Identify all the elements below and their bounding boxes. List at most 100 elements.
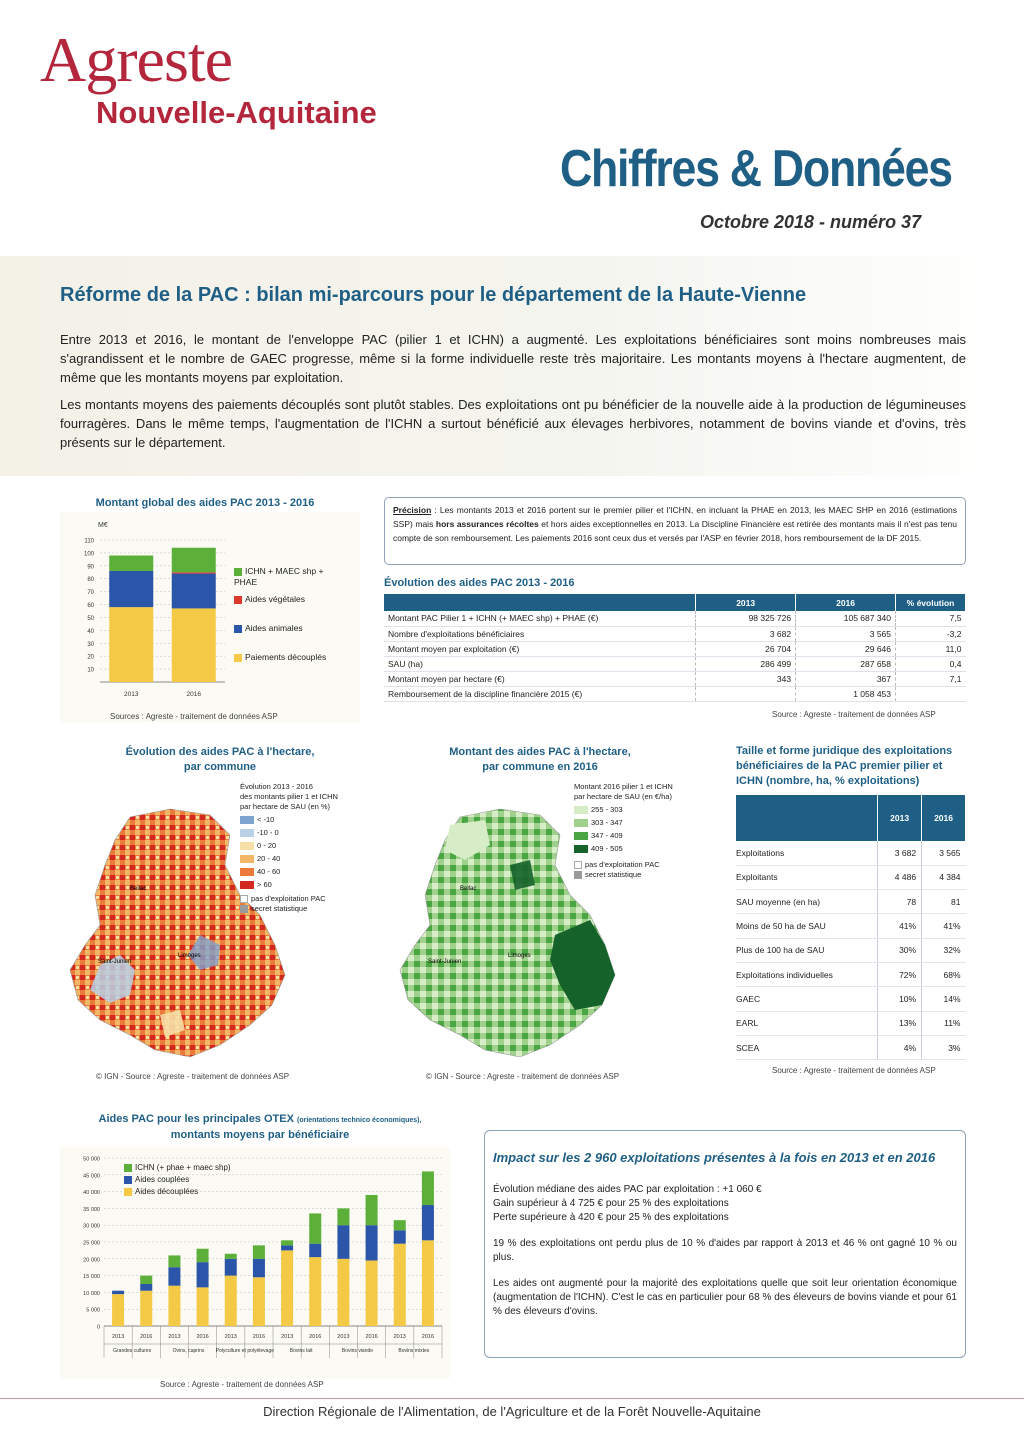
footer-divider [0, 1398, 1024, 1399]
x-tick-label: 2013 [168, 1334, 180, 1340]
bar-segment [196, 1248, 209, 1263]
structure-table: 2013 2016 Exploitations 3 682 3 565 Exploit… [736, 795, 966, 1061]
legend-label: Aides découplées [135, 1187, 199, 1196]
legend-title: par hectare de SAU (en €/ha) [574, 792, 672, 801]
table-cell: 98 325 726 [695, 611, 796, 627]
map1-title: Évolution des aides PAC à l'hectare, par… [80, 745, 360, 775]
legend-label: < -10 [257, 815, 275, 824]
legend-class: 303 - 347 [574, 818, 704, 828]
table-header: 2013 [877, 795, 923, 841]
map2-zone-high [510, 860, 535, 890]
legend-class: < -10 [240, 815, 370, 825]
table-cell: 41% [921, 913, 966, 939]
legend-label: 409 - 505 [591, 844, 623, 853]
bar-segment [109, 607, 154, 682]
table-cell: 30% [877, 938, 922, 963]
y-tick-label: 0 [97, 1325, 100, 1331]
page-title: Réforme de la PAC : bilan mi-parcours po… [60, 284, 807, 306]
table-cell: 3 682 [695, 626, 796, 642]
x-tick-label: 2016 [422, 1334, 434, 1340]
table-cell: Remboursement de la discipline financièr… [384, 686, 696, 702]
table-row: SAU (ha) 286 499 287 658 0,4 [384, 656, 966, 672]
table-cell: 13% [877, 1011, 922, 1036]
x-group-label: Bovins lait [290, 1348, 313, 1354]
x-tick-label: 2016 [140, 1334, 152, 1340]
map2-title-line: Montant des aides PAC à l'hectare, [449, 746, 631, 758]
legend-swatch [240, 816, 254, 825]
table-cell: 367 [795, 671, 896, 687]
legend-title: des montants pilier 1 et ICHN [240, 792, 338, 801]
impact-title: Impact sur les 2 960 exploitations prése… [493, 1150, 936, 1165]
table-cell: EARL [736, 1011, 878, 1036]
structure-source: Source : Agreste - traitement de données… [772, 1066, 936, 1075]
map2-source: © IGN - Source : Agreste - traitement de… [426, 1072, 620, 1081]
legend-class: 40 - 60 [240, 867, 370, 877]
y-tick-label: 45 000 [83, 1173, 100, 1179]
table-cell: 41% [877, 913, 922, 939]
bar-segment [365, 1225, 378, 1261]
legend-class: 347 - 409 [574, 831, 704, 841]
map2-territory [399, 808, 616, 1058]
chart-otex-title: Aides PAC pour les principales OTEX (ori… [60, 1112, 460, 1143]
table-cell: Montant moyen par exploitation (€) [384, 641, 696, 657]
bar-segment [171, 547, 216, 573]
y-tick-label: 90 [87, 564, 94, 570]
legend-swatch [240, 868, 254, 877]
precision-note: Précision : Les montants 2013 et 2016 po… [384, 497, 966, 565]
bar-segment [393, 1220, 406, 1231]
table-cell: Exploitations [736, 841, 878, 866]
table-cell: 0,4 [895, 656, 966, 672]
table-row: Montant moyen par exploitation (€) 26 704… [384, 641, 966, 657]
bar-segment [337, 1225, 350, 1259]
map1-zone-low [160, 1010, 185, 1037]
table-cell: 343 [695, 671, 796, 687]
map1-legend: Évolution 2013 - 2016 des montants pilie… [240, 782, 370, 914]
bar-segment [168, 1255, 181, 1268]
x-tick-label: 2013 [394, 1334, 406, 1340]
chart-otex-source: Source : Agreste - traitement de données… [160, 1380, 324, 1389]
legend-swatch [574, 861, 582, 870]
legend-label: 347 - 409 [591, 831, 623, 840]
table-cell: SAU (ha) [384, 656, 696, 672]
y-tick-label: 100 [84, 551, 95, 557]
map1-city-label: Limoges [178, 953, 201, 959]
table-cell: 4 486 [877, 865, 922, 891]
table-cell: GAEC [736, 986, 878, 1012]
y-tick-label: 5 000 [86, 1308, 100, 1314]
table-cell: 7,5 [895, 611, 966, 627]
legend-class: 255 - 303 [574, 805, 704, 815]
table-cell: 1 058 453 [795, 686, 896, 702]
table-row: Remboursement de la discipline financièr… [384, 686, 966, 702]
table-cell: Nombre d'exploitations bénéficiaires [384, 626, 696, 642]
issue-date: Octobre 2018 - numéro 37 [700, 212, 922, 232]
impact-paragraph-1: Évolution médiane des aides PAC par expl… [493, 1183, 957, 1225]
table-header [384, 594, 697, 611]
map2-choropleth: Bellac Saint-Junien Limoges [399, 808, 616, 1058]
legend-swatch [574, 806, 588, 815]
structure-title-line: Taille et forme juridique des exploitati… [736, 745, 953, 757]
y-tick-label: 25 000 [83, 1241, 100, 1247]
table-cell: 81 [921, 889, 966, 915]
table-row: Moins de 50 ha de SAU 41% 41% [736, 913, 966, 939]
table-cell: 3% [921, 1035, 966, 1061]
map1-city-label: Saint-Junien [98, 959, 131, 965]
legend-label: Aides couplées [135, 1175, 190, 1184]
bar-segment [171, 572, 216, 574]
table-row: EARL 13% 11% [736, 1011, 966, 1036]
legend-title: Montant 2016 pilier 1 et ICHN [574, 782, 673, 791]
table-cell: 3 565 [795, 626, 896, 642]
legend-swatch [234, 624, 242, 633]
table-row: Plus de 100 ha de SAU 30% 32% [736, 938, 966, 963]
legend-label: Paiements découplés [245, 652, 327, 662]
legend-swatch [240, 895, 248, 904]
y-tick-label: 10 [87, 668, 94, 674]
chart-otex-subtitle: montants moyens par bénéficiaire [170, 1129, 350, 1141]
x-tick-label: 2016 [196, 1334, 208, 1340]
legend-swatch [234, 567, 242, 576]
legend-item-vegetales: Aides végétales [234, 594, 344, 605]
legend-label: 0 - 20 [257, 841, 277, 850]
structure-title-line: bénéficiaires de la PAC premier pilier e… [736, 760, 943, 772]
legend-label: secret statistique [251, 904, 308, 913]
table-cell: SCEA [736, 1035, 878, 1061]
bar-segment [224, 1253, 237, 1259]
